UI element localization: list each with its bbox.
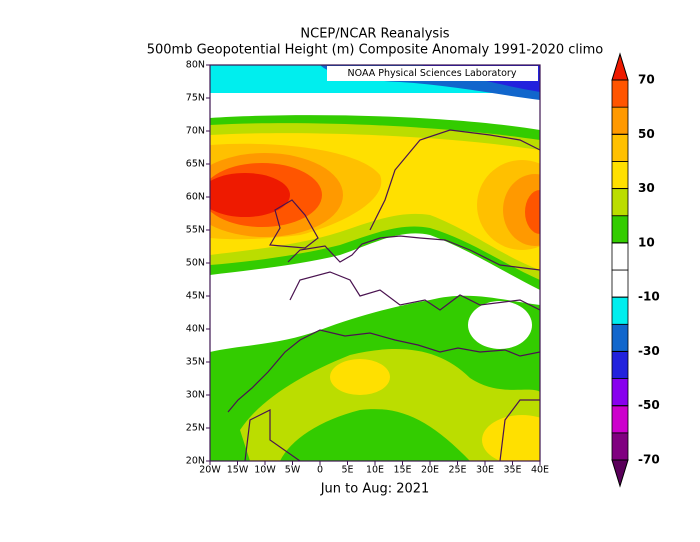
x-tick-label: 10W xyxy=(254,465,276,476)
x-tick-label: 15W xyxy=(227,465,249,476)
colorbar-bin xyxy=(611,106,629,135)
colorbar-bin xyxy=(611,296,629,325)
x-tick-label: 0 xyxy=(317,465,323,476)
y-tick-label: 25N xyxy=(186,423,205,434)
y-tick-label: 20N xyxy=(186,456,205,467)
colorbar-label: -10 xyxy=(638,290,660,304)
y-tick-label: 75N xyxy=(186,93,205,104)
colorbar-bin xyxy=(611,378,629,407)
colorbar-bin xyxy=(611,133,629,162)
colorbar-bin xyxy=(611,323,629,352)
x-tick-label: 25E xyxy=(448,465,466,476)
y-tick-label: 70N xyxy=(186,126,205,137)
y-tick-label: 35N xyxy=(186,357,205,368)
y-tick-label: 65N xyxy=(186,159,205,170)
y-tick-label: 40N xyxy=(186,324,205,335)
y-tick-label: 60N xyxy=(186,192,205,203)
x-tick-label: 40E xyxy=(531,465,549,476)
x-tick-label: 20W xyxy=(199,465,221,476)
y-tick-label: 50N xyxy=(186,258,205,269)
anomaly-field xyxy=(210,65,540,461)
credit: NOAA Physical Sciences Laboratory xyxy=(348,68,517,79)
footer: Jun to Aug: 2021 xyxy=(320,482,430,497)
y-tick-label: 30N xyxy=(186,390,205,401)
colorbar-bin xyxy=(611,188,629,217)
colorbar-bin xyxy=(611,405,629,434)
colorbar-bin xyxy=(611,215,629,244)
colorbar-bin xyxy=(611,432,629,461)
x-tick-label: 15E xyxy=(393,465,411,476)
x-tick-label: 35E xyxy=(503,465,521,476)
colorbar-bin xyxy=(611,351,629,379)
subtitle: 500mb Geopotential Height (m) Composite … xyxy=(147,43,604,58)
colorbar-bin xyxy=(611,161,629,189)
colorbar-bin xyxy=(611,269,629,298)
colorbar-bin xyxy=(611,242,629,271)
colorbar-label: -70 xyxy=(638,453,660,467)
x-tick-label: 5W xyxy=(285,465,301,476)
x-tick-label: 5E xyxy=(341,465,353,476)
colorbar-label: -50 xyxy=(638,398,660,412)
y-tick-label: 55N xyxy=(186,225,205,236)
y-tick-label: 45N xyxy=(186,291,205,302)
x-tick-label: 10E xyxy=(366,465,384,476)
colorbar-label: 50 xyxy=(638,127,655,141)
y-tick-label: 80N xyxy=(186,60,205,71)
x-tick-label: 30E xyxy=(476,465,494,476)
credit-box xyxy=(327,66,538,81)
colorbar-bin xyxy=(611,79,629,108)
colorbar-arrow-high xyxy=(611,52,629,81)
colorbar-label: -30 xyxy=(638,344,660,358)
colorbar-label: 30 xyxy=(638,181,655,195)
title: NCEP/NCAR Reanalysis xyxy=(300,27,449,42)
colorbar-label: 10 xyxy=(638,235,655,249)
colorbar-arrow-low xyxy=(611,459,629,488)
x-tick-label: 20E xyxy=(421,465,439,476)
colorbar-label: 70 xyxy=(638,73,655,87)
